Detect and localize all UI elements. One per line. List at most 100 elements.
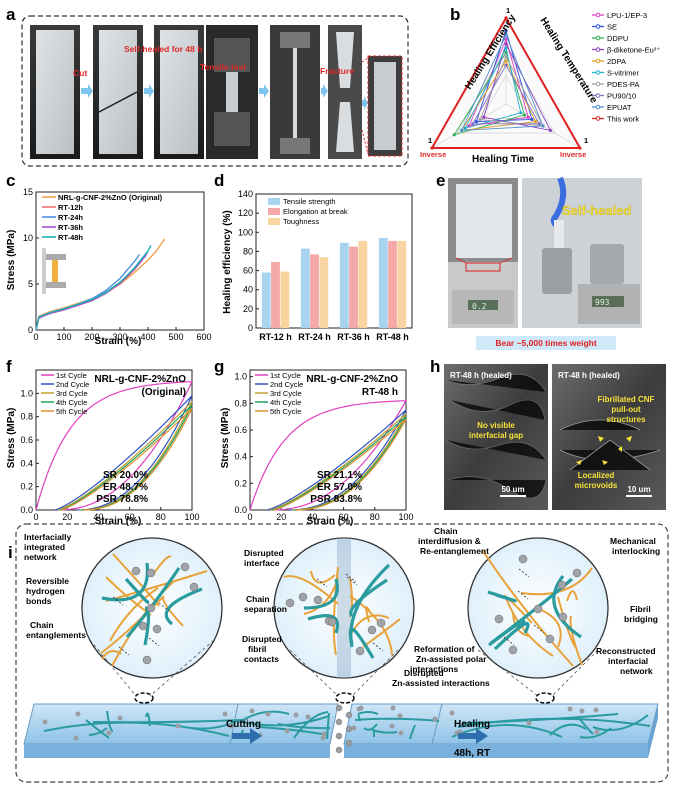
slab-fiber (293, 711, 329, 739)
radar-point (430, 146, 434, 150)
legend-marker (595, 104, 601, 110)
label-entanglements: Chain entanglements (26, 620, 86, 640)
y-tick-label: 0.0 (234, 505, 247, 515)
legend-marker (595, 70, 601, 75)
cycle-curve-5 (273, 418, 407, 511)
cycle-curve-3 (57, 401, 193, 511)
zno-particle (298, 592, 308, 602)
radar-point (504, 37, 508, 42)
specimen-cut (99, 30, 137, 154)
zoom-box (465, 262, 501, 272)
legend-label: S-vitrimer (607, 69, 640, 78)
bar-RT-12h-1 (271, 262, 280, 328)
gap-particle (335, 704, 343, 712)
slab-original (23, 703, 257, 758)
bar-RT-24h-2 (319, 257, 329, 328)
chart-f-psr: PSR 78.8% (96, 494, 148, 505)
gap-particle (335, 732, 343, 740)
panel-label-h: h (430, 357, 440, 376)
x-tick-label: 100 (184, 512, 199, 522)
radar-point (578, 146, 582, 150)
zno-particle (558, 612, 568, 622)
panel-label-g: g (214, 357, 224, 376)
rubber-chain (482, 550, 574, 667)
y-tick-label: 60 (243, 266, 253, 276)
clamp-top (214, 38, 250, 72)
label-zn-reformation: Reformation of Zn-assisted polar interacti… (410, 644, 487, 674)
zoom-marker-3 (535, 692, 555, 704)
radar-series-7 (471, 64, 541, 125)
legend-marker (595, 47, 601, 52)
legend-label: PDES-PA (607, 80, 639, 89)
y-tick-label: 40 (243, 285, 253, 295)
cnf-fibril (493, 622, 530, 651)
radar-grid (481, 75, 531, 119)
gap-particle (335, 746, 343, 754)
zno-particle (367, 625, 377, 635)
y-tick-label: 120 (238, 208, 253, 218)
stretched-specimen (293, 48, 297, 138)
step-healed: Self-healed for 48 h (124, 44, 202, 54)
zno-particle (494, 614, 504, 624)
legend-marker (595, 93, 601, 98)
radar-point (504, 42, 508, 46)
rubber-chain (566, 590, 578, 602)
rubber-chain (362, 618, 401, 648)
chart-f-sr: SR 20.0% (103, 470, 148, 481)
x-category-label: RT-48 h (376, 332, 409, 342)
x-tick-label: 80 (156, 512, 166, 522)
slab-particle (579, 708, 585, 714)
scale-readout-right: 993 (595, 298, 610, 307)
cycle-curve-5 (60, 408, 193, 511)
legend-label: β-diketone-Eu³⁺ (607, 46, 660, 55)
rubber-chain (569, 615, 583, 666)
cnf-fibril (349, 578, 388, 618)
arrow-healing-label1: Healing (454, 719, 490, 730)
bar-RT-48h-2 (397, 240, 407, 328)
legend-label: SE (607, 23, 617, 32)
radar-point (504, 55, 508, 59)
chart-f-title1: NRL-g-CNF-2%ZnO (94, 374, 186, 385)
slab-particle (567, 706, 573, 712)
x-tick-label: 500 (168, 332, 183, 342)
slab-particle (390, 705, 396, 711)
y-tick-label: 0.2 (20, 482, 33, 492)
label-reconstructed: Reconstructed interfacial network (596, 646, 656, 676)
rubber-chain (520, 567, 593, 596)
sem-image-right (552, 364, 666, 510)
y-tick-label: 100 (238, 227, 253, 237)
radar-inverse-right: Inverse (560, 150, 586, 159)
panel-g: g 0.0 0.2 0.4 0.6 0.8 1.0 0 20 40 60 80 100 Strain … (214, 357, 414, 527)
cnf-fibril (303, 578, 339, 610)
bar-RT-36h-2 (358, 240, 368, 328)
slab-fiber (592, 714, 649, 731)
bar-RT-36h-0 (339, 242, 349, 328)
radar-corner-top: 1 (506, 6, 510, 15)
chart-c: 0 5 10 15 0 100 200 300 400 500 600 (23, 187, 212, 342)
panel-e: e 0.2 993 Self-healed Bear ~5,000 times … (436, 171, 642, 350)
slab-particle (593, 707, 599, 713)
chart-g-ylabel: Stress (MPa) (220, 408, 231, 469)
bar-RT-36h-1 (349, 246, 358, 328)
chart-g-title1: NRL-g-CNF-2%ZnO (306, 374, 398, 385)
label-disrupted-interface: Disrupted interface (244, 548, 284, 568)
y-tick-label: 0 (28, 325, 33, 335)
x-tick-label: 20 (276, 512, 286, 522)
slab-particle (73, 735, 79, 741)
chart-c-ylabel: Stress (MPa) (6, 230, 17, 291)
x-tick-label: 100 (398, 512, 413, 522)
panel-d: d 0 20 40 60 80 100 120 140 RT-12 h RT-24 h RT-36 … (214, 171, 413, 342)
legend-label: 2nd Cycle (56, 380, 89, 389)
legend-swatch (268, 198, 280, 205)
rubber-chain (557, 596, 577, 649)
gap-particle (345, 725, 353, 733)
legend-label: RT-12h (58, 203, 83, 212)
slab-particle (293, 712, 299, 718)
rubber-chain (283, 575, 339, 605)
slab-fiber (88, 727, 108, 736)
legend-marker (595, 24, 601, 29)
cycle-curve-2 (267, 409, 407, 511)
slab-fiber (457, 717, 651, 728)
arrow-cutting (232, 728, 262, 744)
y-tick-label: 0.8 (234, 398, 247, 408)
